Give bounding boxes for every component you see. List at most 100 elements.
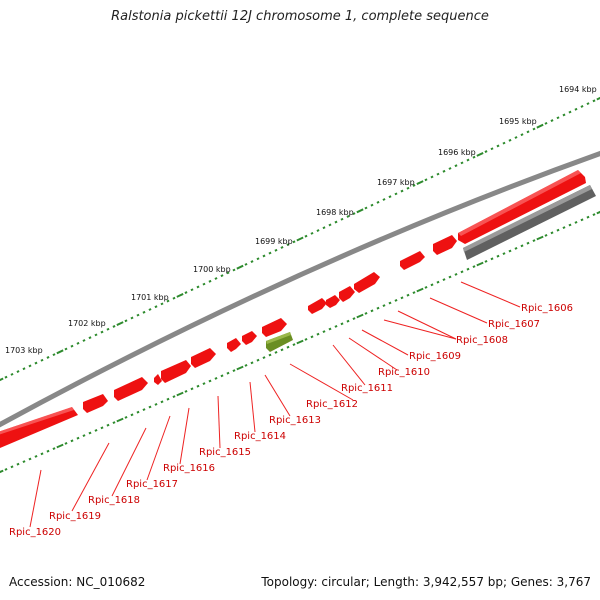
minor-tick xyxy=(280,246,284,249)
gene-arrow-highlight-top xyxy=(266,332,291,344)
minor-tick xyxy=(16,370,20,373)
minor-tick xyxy=(190,288,194,292)
minor-tick xyxy=(94,429,98,432)
minor-tick xyxy=(226,271,230,275)
scale-label: 1701 kbp xyxy=(131,293,169,302)
minor-tick xyxy=(214,277,218,280)
minor-tick xyxy=(454,164,458,168)
minor-tick xyxy=(376,200,380,204)
minor-tick xyxy=(526,130,530,134)
minor-tick xyxy=(406,186,410,190)
gene-label: Rpic_1611 xyxy=(341,383,393,394)
minor-tick xyxy=(220,374,224,378)
gene-arrow xyxy=(227,338,241,352)
minor-tick xyxy=(454,273,458,276)
minor-tick xyxy=(274,351,278,354)
minor-tick xyxy=(292,343,296,346)
minor-tick xyxy=(184,291,188,294)
minor-tick xyxy=(304,338,308,341)
minor-tick xyxy=(316,229,320,232)
minor-tick xyxy=(268,353,272,357)
scale-label: 1703 kbp xyxy=(5,346,43,355)
minor-tick xyxy=(310,231,314,235)
map-title: Ralstonia pickettii 12J chromosome 1, co… xyxy=(111,9,489,24)
minor-tick xyxy=(202,282,206,286)
minor-tick xyxy=(250,260,254,263)
minor-tick xyxy=(376,306,380,310)
minor-tick xyxy=(94,333,98,337)
scale-label: 1697 kbp xyxy=(377,178,415,187)
minor-tick xyxy=(46,356,50,359)
minor-tick xyxy=(124,416,128,419)
minor-tick xyxy=(484,150,488,153)
minor-tick xyxy=(34,361,38,365)
gene-arrow xyxy=(354,272,380,293)
minor-tick xyxy=(136,410,140,414)
major-tick xyxy=(116,321,124,326)
minor-tick xyxy=(496,254,500,258)
minor-tick xyxy=(322,226,326,230)
minor-tick xyxy=(100,426,104,430)
minor-tick xyxy=(34,455,38,458)
scale-label: 1698 kbp xyxy=(316,208,354,217)
minor-tick xyxy=(490,147,494,151)
minor-tick xyxy=(532,127,536,131)
scale-label: 1702 kbp xyxy=(68,319,106,328)
minor-tick xyxy=(262,356,266,359)
minor-tick xyxy=(556,116,560,120)
minor-tick xyxy=(388,195,392,199)
major-tick xyxy=(236,365,244,371)
minor-tick xyxy=(70,439,74,443)
minor-tick xyxy=(364,312,368,315)
scale-label: 1699 kbp xyxy=(255,237,293,246)
topology-summary: Topology: circular; Length: 3,942,557 bp… xyxy=(261,575,591,589)
minor-tick xyxy=(106,327,110,331)
minor-tick xyxy=(322,330,326,333)
gene-arrow xyxy=(400,251,425,270)
gene-label: Rpic_1620 xyxy=(9,527,61,538)
minor-tick xyxy=(328,223,332,227)
minor-tick xyxy=(472,155,476,159)
minor-tick xyxy=(436,172,440,176)
major-tick xyxy=(56,349,64,355)
minor-tick xyxy=(388,301,392,305)
minor-tick xyxy=(400,296,404,300)
minor-tick xyxy=(46,449,50,453)
minor-tick xyxy=(82,434,86,437)
minor-tick xyxy=(514,247,518,250)
gene-label: Rpic_1610 xyxy=(378,367,430,378)
minor-tick xyxy=(4,468,8,471)
minor-tick xyxy=(280,348,284,352)
minor-tick xyxy=(520,133,524,137)
minor-tick xyxy=(460,161,464,165)
major-tick xyxy=(356,313,364,319)
minor-tick xyxy=(496,144,500,148)
minor-tick xyxy=(28,457,32,461)
minor-tick xyxy=(262,254,266,258)
scale-label: 1694 kbp xyxy=(559,85,597,94)
minor-tick xyxy=(154,403,158,406)
gene-label: Rpic_1608 xyxy=(456,335,508,346)
minor-tick xyxy=(166,299,170,303)
gene-label: Rpic_1615 xyxy=(199,447,251,458)
minor-tick xyxy=(22,460,26,463)
minor-tick xyxy=(592,213,596,216)
minor-tick xyxy=(316,332,320,336)
major-tick xyxy=(236,264,244,270)
minor-tick xyxy=(208,279,212,283)
minor-tick xyxy=(340,217,344,221)
minor-tick xyxy=(544,234,548,237)
minor-tick xyxy=(568,223,572,227)
minor-tick xyxy=(346,215,350,218)
minor-tick xyxy=(466,267,470,271)
gene-label: Rpic_1606 xyxy=(521,303,573,314)
minor-tick xyxy=(352,212,356,216)
minor-tick xyxy=(580,218,584,222)
minor-tick xyxy=(142,310,146,314)
minor-tick xyxy=(166,397,170,401)
minor-tick xyxy=(586,215,590,219)
minor-tick xyxy=(544,121,548,125)
minor-tick xyxy=(520,244,524,248)
gene-arrow xyxy=(191,348,216,368)
minor-tick xyxy=(412,291,416,294)
